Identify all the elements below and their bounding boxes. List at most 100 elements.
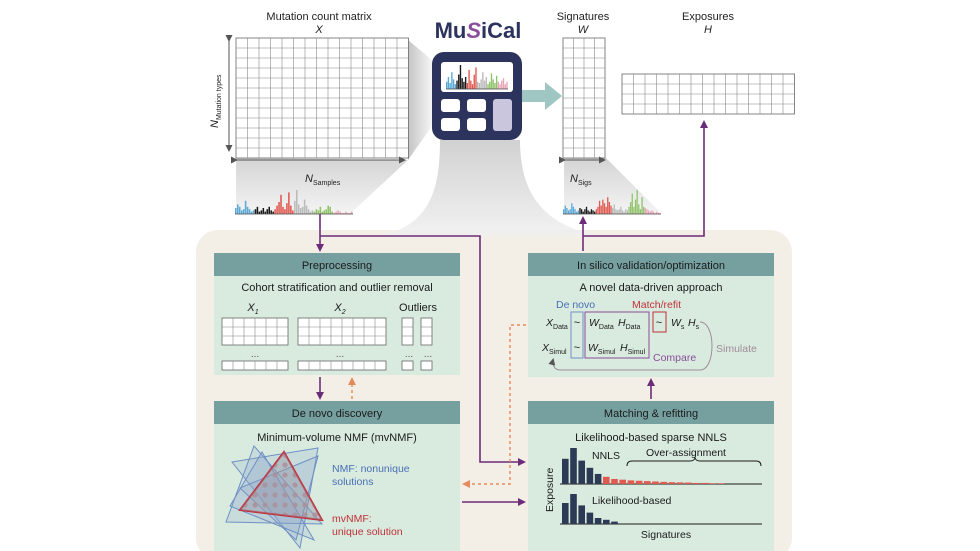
spectrum-bar <box>262 208 265 214</box>
dots-outlier-2: ... <box>424 349 432 360</box>
over-assignment-brace <box>626 456 762 467</box>
spectrum-bar <box>616 210 619 214</box>
spectrum-bar <box>463 81 465 89</box>
spectrum-bar <box>315 209 318 214</box>
likelihood-bar <box>562 503 569 524</box>
nnls-bar <box>570 448 577 484</box>
dots-outlier-1: ... <box>405 349 413 360</box>
mutation-spectrum-signature <box>563 190 661 215</box>
signatures-axis-label: Signatures <box>641 529 691 541</box>
spectrum-bar <box>499 84 501 89</box>
spectrum-bar <box>574 209 576 214</box>
spectrum-bar <box>590 209 593 214</box>
exposure-axis-label: Exposure <box>544 467 556 512</box>
spectrum-bar <box>351 211 353 214</box>
likelihood-bars <box>562 494 618 524</box>
spectrum-bar <box>598 200 601 214</box>
nnls-bar <box>717 483 725 484</box>
nnls-bar <box>619 479 626 484</box>
spectrum-bar <box>235 208 237 214</box>
match-flow-label: Match/refit <box>632 299 681 311</box>
x1-label: X1 <box>246 302 258 316</box>
spectrum-bar <box>246 206 249 214</box>
spectrum-bar <box>569 209 571 214</box>
spectrum-bar <box>603 203 606 214</box>
likelihood-bar <box>594 518 602 524</box>
spectrum-bar <box>567 210 570 214</box>
likelihood-bar <box>578 505 585 524</box>
outliers-label: Outliers <box>399 302 437 314</box>
nnls-bar <box>611 478 618 484</box>
spectrum-bar <box>659 212 661 214</box>
spectrum-bar <box>494 83 496 89</box>
spectrum-bar <box>461 78 463 89</box>
spectrum-bar <box>292 210 294 214</box>
spectrum-bar <box>325 209 328 214</box>
n-mutation-types-label: NMutation types <box>209 74 223 128</box>
matching-subtitle: Likelihood-based sparse NNLS <box>575 432 727 444</box>
spectrum-bar <box>597 206 599 214</box>
n-sigs-label: NSigs <box>570 173 592 187</box>
spectrum-bar <box>317 210 320 214</box>
spectrum-bar <box>260 210 263 214</box>
spectrum-bar <box>280 194 282 214</box>
insilico-header: In silico validation/optimization <box>577 260 725 272</box>
spectrum-bar <box>272 211 274 214</box>
spectrum-bar <box>620 206 622 214</box>
spectrum-bar <box>506 81 508 89</box>
spectrum-bar <box>447 77 450 89</box>
outlier2-cell-frame <box>420 317 433 346</box>
nnls-label: NNLS <box>592 450 620 462</box>
spectrum-bar <box>633 206 635 214</box>
spectrum-bar <box>446 81 448 89</box>
spectrum-bar <box>644 208 646 214</box>
spectrum-bar <box>602 199 604 214</box>
spectrum-bar <box>270 210 272 214</box>
mvnmf-triangle <box>238 450 324 522</box>
spectrum-bar <box>276 205 278 214</box>
spectrum-bar <box>456 80 458 89</box>
spectrum-bar <box>286 203 288 214</box>
denovo-box: De novo discovery Minimum-volume NMF (mv… <box>214 401 460 551</box>
spectrum-bar <box>256 206 259 214</box>
spectrum-bar <box>288 192 290 214</box>
nnls-bar <box>685 482 692 484</box>
spectrum-bar <box>327 205 329 214</box>
denovo-header: De novo discovery <box>292 408 383 420</box>
matrix-title: Mutation count matrix <box>266 11 372 23</box>
spectrum-bar <box>313 211 316 214</box>
likelihood-bar <box>603 519 610 524</box>
spectrum-bar <box>580 209 583 214</box>
spectrum-bar <box>311 210 314 214</box>
spectrum-bar <box>625 209 627 214</box>
nmf-label-line1: NMF: nonunique <box>332 463 410 475</box>
spectrum-bar <box>321 211 324 214</box>
spectrum-bar <box>349 212 351 214</box>
spectrum-bar <box>471 84 474 89</box>
spectrum-bar <box>449 83 451 89</box>
spectrum-bar <box>490 73 493 89</box>
dots-x1: ... <box>251 349 259 360</box>
spectrum-bar <box>643 206 645 214</box>
spectrum-bar <box>628 206 630 214</box>
spectrum-bar <box>646 209 648 214</box>
nnls-bars <box>562 448 725 484</box>
mvnmf-label-line2: unique solution <box>332 526 403 538</box>
exposures-title: Exposures <box>682 11 734 23</box>
spectrum-bar <box>343 212 345 214</box>
spectrum-bar <box>605 206 607 214</box>
spectrum-bar <box>307 209 310 214</box>
spectrum-bar <box>473 74 475 89</box>
spectrum-bar <box>489 81 491 89</box>
signatures-title: Signatures <box>557 11 610 23</box>
outlier1-last-cell-frame <box>401 360 414 371</box>
spectrum-bar <box>333 212 335 214</box>
input-to-matching-arrow <box>320 235 526 466</box>
spectrum-bar <box>335 211 337 214</box>
spectrum-bar <box>297 204 300 214</box>
spectrum-bar <box>240 210 243 214</box>
nnls-bar <box>660 481 667 484</box>
spectrum-bar <box>482 72 484 89</box>
spectrum-bar <box>576 211 578 214</box>
spectrum-bar <box>258 211 261 214</box>
